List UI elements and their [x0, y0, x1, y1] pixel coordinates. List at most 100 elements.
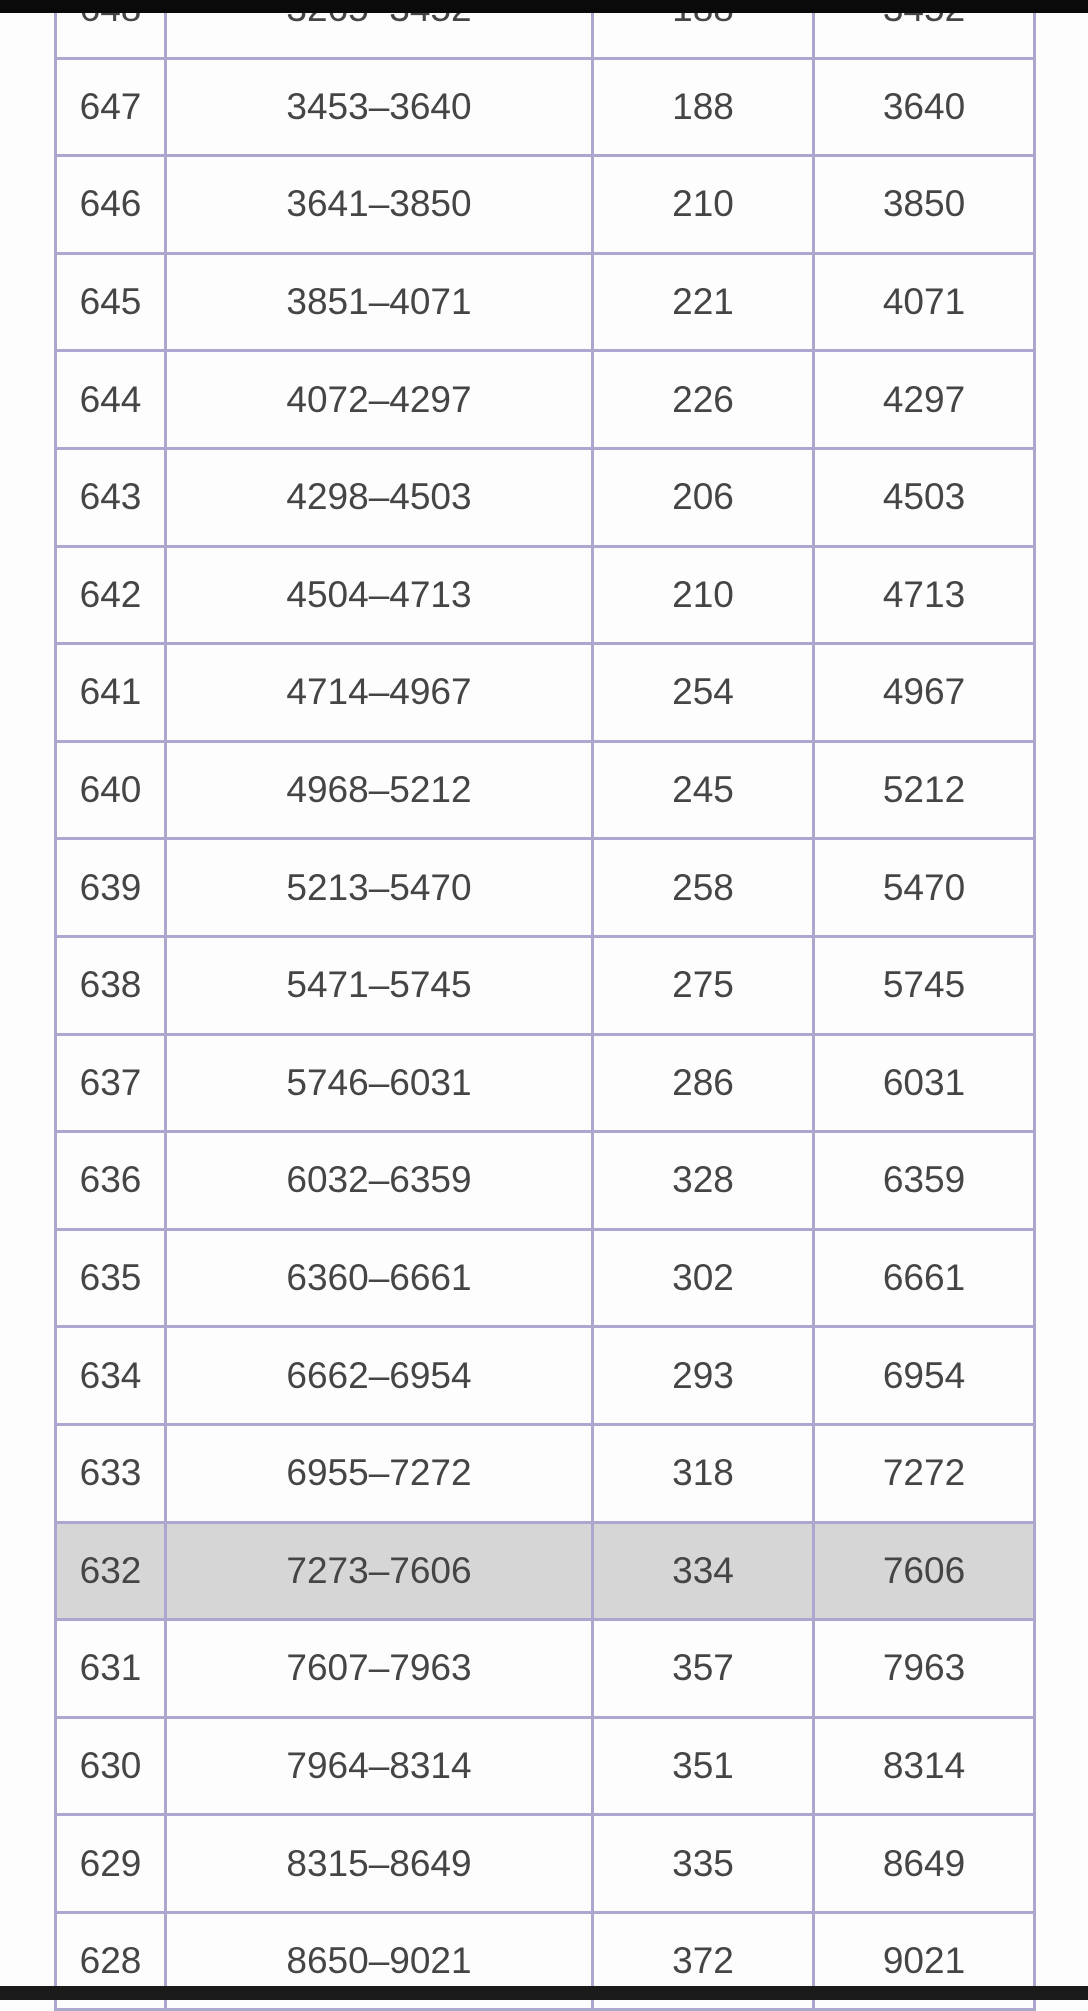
cell-cumulative: 6031	[882, 1061, 966, 1103]
table-row: 642 4504–4713 210 4713	[57, 547, 1033, 646]
cell-rank: 646	[57, 157, 167, 252]
cell-cumulative: 4503	[882, 476, 966, 518]
cell-range: 5471–5745	[167, 937, 594, 1033]
cell-range: 3453–3640	[167, 59, 594, 155]
cell-range: 7607–7963	[167, 1621, 594, 1716]
cell-cumulative: 4071	[882, 281, 966, 323]
cell-cumulative: 4713	[882, 573, 966, 615]
cell-range: 6360–6661	[167, 1230, 594, 1326]
table-row: 630 7964–8314 351 8314	[57, 1718, 1033, 1817]
cell-count: 328	[594, 1133, 815, 1228]
cell-rank: 639	[57, 840, 167, 935]
table-row: 646 3641–3850 210 3850	[57, 157, 1033, 255]
cell-rank: 633	[57, 1425, 167, 1521]
cell-rank: 642	[57, 547, 167, 643]
cell-cumulative: 3850	[882, 183, 966, 225]
table-row: 639 5213–5470 258 5470	[57, 840, 1033, 938]
cell-count: 302	[594, 1230, 815, 1326]
cell-rank: 636	[57, 1133, 167, 1228]
cell-rank: 628	[57, 1913, 167, 2009]
table-row: 638 5471–5745 275 5745	[57, 937, 1033, 1036]
cell-range: 8650–9021	[167, 1913, 594, 2009]
cell-count: 245	[594, 742, 815, 838]
cell-rank: 631	[57, 1621, 167, 1716]
cell-count: 372	[594, 1913, 815, 2009]
cell-count: 188	[594, 59, 815, 155]
cell-cumulative: 4297	[882, 378, 966, 420]
cell-rank: 641	[57, 645, 167, 740]
cell-rank: 629	[57, 1816, 167, 1911]
cell-rank: 637	[57, 1035, 167, 1131]
cell-range: 6955–7272	[167, 1425, 594, 1521]
cell-count: 210	[594, 157, 815, 252]
cell-range: 6662–6954	[167, 1328, 594, 1423]
table-row: 640 4968–5212 245 5212	[57, 742, 1033, 841]
cell-count: 258	[594, 840, 815, 935]
table-row: 629 8315–8649 335 8649	[57, 1816, 1033, 1914]
cell-rank: 644	[57, 352, 167, 447]
table-row: 636 6032–6359 328 6359	[57, 1133, 1033, 1231]
cell-range: 4504–4713	[167, 547, 594, 643]
cell-rank: 647	[57, 59, 167, 155]
cell-cumulative: 4967	[882, 671, 966, 713]
cell-count: 293	[594, 1328, 815, 1423]
cell-cumulative: 6661	[882, 1257, 966, 1299]
cell-count: 334	[594, 1523, 815, 1619]
cell-cumulative: 7963	[882, 1647, 966, 1689]
cell-range: 3851–4071	[167, 254, 594, 350]
cell-count: 206	[594, 449, 815, 545]
table-row: 634 6662–6954 293 6954	[57, 1328, 1033, 1426]
cell-count: 275	[594, 937, 815, 1033]
cell-cumulative: 7272	[882, 1452, 966, 1494]
cell-range: 7273–7606	[167, 1523, 594, 1619]
cell-cumulative: 9021	[882, 1940, 966, 1982]
table-row: 644 4072–4297 226 4297	[57, 352, 1033, 450]
table-row: 637 5746–6031 286 6031	[57, 1035, 1033, 1134]
table-row: 633 6955–7272 318 7272	[57, 1425, 1033, 1524]
cell-cumulative: 3640	[882, 85, 966, 127]
cell-cumulative: 6359	[882, 1159, 966, 1201]
cell-range: 6032–6359	[167, 1133, 594, 1228]
cell-cumulative: 8649	[882, 1842, 966, 1884]
cell-cumulative: 6954	[882, 1354, 966, 1396]
cell-range: 3641–3850	[167, 157, 594, 252]
cell-rank: 635	[57, 1230, 167, 1326]
table-row: 647 3453–3640 188 3640	[57, 59, 1033, 158]
cell-range: 5213–5470	[167, 840, 594, 935]
cell-count: 254	[594, 645, 815, 740]
cell-count: 351	[594, 1718, 815, 1814]
cell-rank: 638	[57, 937, 167, 1033]
cell-count: 318	[594, 1425, 815, 1521]
table-row: 641 4714–4967 254 4967	[57, 645, 1033, 743]
cell-cumulative: 5212	[882, 769, 966, 811]
bottom-bar	[0, 1986, 1088, 2000]
cell-range: 4072–4297	[167, 352, 594, 447]
cell-count: 286	[594, 1035, 815, 1131]
cell-range: 8315–8649	[167, 1816, 594, 1911]
status-bar	[0, 0, 1088, 13]
cell-range: 4968–5212	[167, 742, 594, 838]
cell-count: 335	[594, 1816, 815, 1911]
table-row: 635 6360–6661 302 6661	[57, 1230, 1033, 1329]
cell-cumulative: 8314	[882, 1744, 966, 1786]
cell-rank: 634	[57, 1328, 167, 1423]
score-rank-table: 648 3265–3452 188 3452 647 3453–3640 188 3640 64…	[54, 0, 1036, 2011]
cell-rank: 630	[57, 1718, 167, 1814]
cell-rank: 632	[57, 1523, 167, 1619]
cell-count: 226	[594, 352, 815, 447]
cell-range: 5746–6031	[167, 1035, 594, 1131]
table-row: 645 3851–4071 221 4071	[57, 254, 1033, 353]
table-row: 643 4298–4503 206 4503	[57, 449, 1033, 548]
cell-rank: 640	[57, 742, 167, 838]
table-row-highlighted: 632 7273–7606 334 7606	[57, 1523, 1033, 1622]
cell-range: 4714–4967	[167, 645, 594, 740]
cell-count: 221	[594, 254, 815, 350]
cell-range: 7964–8314	[167, 1718, 594, 1814]
cell-count: 357	[594, 1621, 815, 1716]
cell-count: 210	[594, 547, 815, 643]
cell-cumulative: 5470	[882, 866, 966, 908]
cell-rank: 645	[57, 254, 167, 350]
table-row: 631 7607–7963 357 7963	[57, 1621, 1033, 1719]
cell-cumulative: 5745	[882, 964, 966, 1006]
cell-range: 4298–4503	[167, 449, 594, 545]
